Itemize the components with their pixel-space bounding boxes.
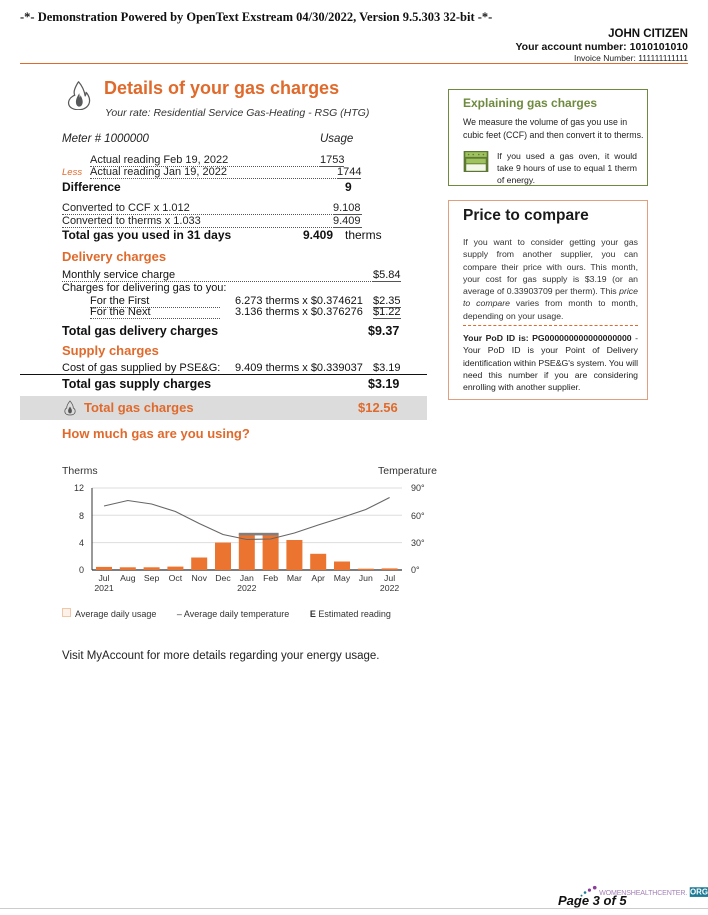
svg-text:Jun: Jun: [359, 573, 373, 583]
svg-text:ORG: ORG: [690, 888, 708, 897]
svg-text:12: 12: [74, 483, 84, 493]
svg-text:60°: 60°: [411, 511, 425, 521]
svg-text:Jan: Jan: [240, 573, 254, 583]
svg-text:Sep: Sep: [144, 573, 160, 583]
svg-text:Jul: Jul: [384, 573, 395, 583]
svg-text:4: 4: [79, 538, 84, 548]
svg-text:2021: 2021: [94, 583, 113, 593]
svg-text:90°: 90°: [411, 483, 425, 493]
svg-text:2022: 2022: [380, 583, 399, 593]
svg-text:Dec: Dec: [215, 573, 231, 583]
svg-text:Feb: Feb: [263, 573, 278, 583]
svg-text:0°: 0°: [411, 565, 420, 575]
svg-text:2022: 2022: [237, 583, 256, 593]
svg-text:0: 0: [79, 565, 84, 575]
svg-text:Apr: Apr: [311, 573, 325, 583]
svg-text:Oct: Oct: [169, 573, 183, 583]
svg-text:May: May: [334, 573, 351, 583]
svg-text:30°: 30°: [411, 538, 425, 548]
svg-text:Nov: Nov: [191, 573, 207, 583]
svg-text:Aug: Aug: [120, 573, 136, 583]
svg-text:Mar: Mar: [287, 573, 302, 583]
svg-text:8: 8: [79, 511, 84, 521]
svg-text:Jul: Jul: [98, 573, 109, 583]
